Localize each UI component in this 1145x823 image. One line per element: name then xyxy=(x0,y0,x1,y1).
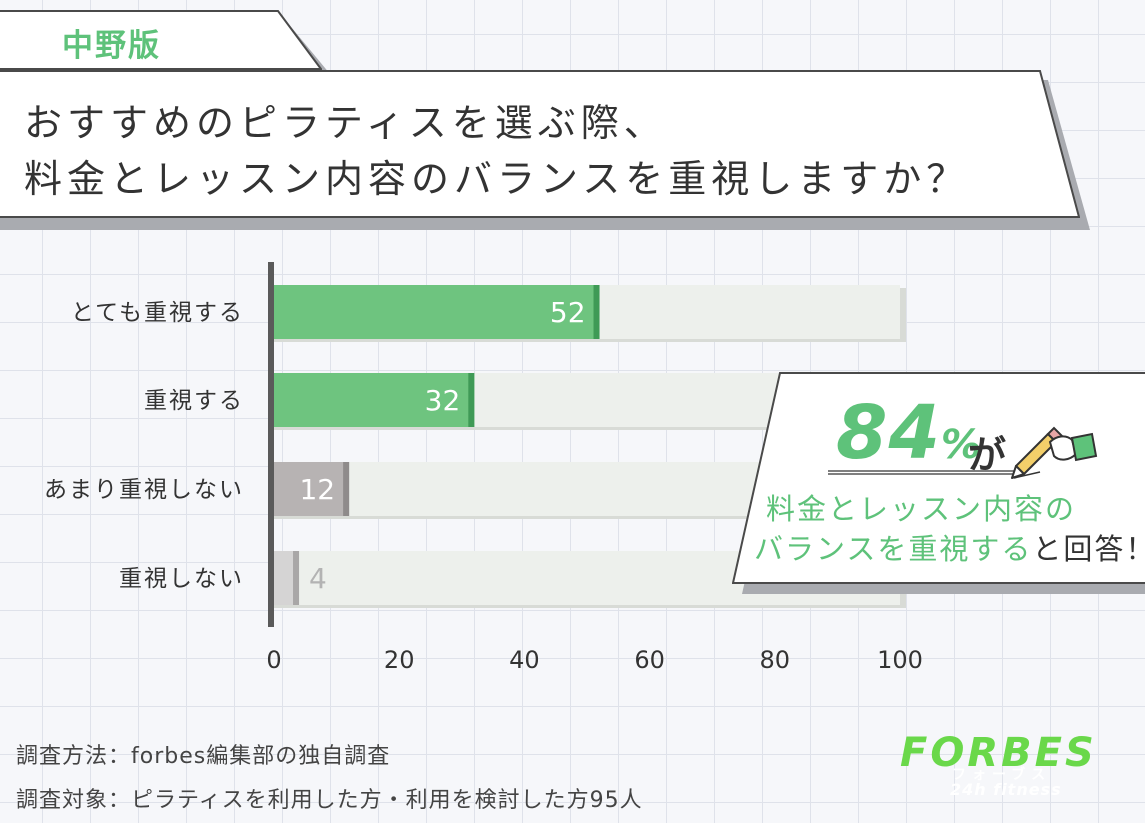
callout-underline xyxy=(828,470,1018,475)
bar-end-cap xyxy=(343,462,350,516)
callout-percent-value: 84 xyxy=(836,390,941,476)
category-label: とても重視する xyxy=(71,300,244,326)
callout-suffix: が xyxy=(968,433,1007,477)
category-label: 重視する xyxy=(144,388,244,414)
bar-3 xyxy=(274,462,350,516)
logo-main-text: FORBES xyxy=(900,730,1097,776)
logo-sub-text: 24h fitness xyxy=(950,780,1062,799)
bar-end-cap xyxy=(468,373,475,427)
x-tick-label: 80 xyxy=(760,646,791,674)
tag-label: 中野版 xyxy=(62,28,161,64)
x-tick-label: 0 xyxy=(266,646,281,674)
title-line-2: 料金とレッスン内容のバランスを重視しますか？ xyxy=(24,157,970,201)
callout-text-line-2: バランスを重視すると回答！ xyxy=(754,526,1145,568)
x-tick-label: 100 xyxy=(877,646,923,674)
callout-percent: 84% xyxy=(836,390,982,476)
callout-text-black: と回答！ xyxy=(1032,532,1145,566)
pencil-hand-icon xyxy=(1011,426,1098,479)
callout-percent-sign: % xyxy=(940,422,983,468)
survey-method-note: 調査方法：forbes編集部の独自調査 xyxy=(16,744,391,769)
bar-value-label: 52 xyxy=(550,296,586,329)
category-label: 重視しない xyxy=(119,566,244,592)
forbes-logo: FORBES フォーブス 24h fitness xyxy=(900,730,1110,802)
category-label: あまり重視しない xyxy=(44,477,244,503)
bar-2 xyxy=(274,373,475,427)
x-tick-label: 60 xyxy=(634,646,665,674)
bar-end-cap xyxy=(593,285,600,339)
bar-1 xyxy=(274,285,600,339)
x-tick-label: 40 xyxy=(509,646,540,674)
bar-value-label: 4 xyxy=(309,562,327,595)
bar-end-cap xyxy=(293,551,300,605)
survey-target-note: 調査対象：ピラティスを利用した方・利用を検討した方95人 xyxy=(16,788,643,813)
title-line-1: おすすめのピラティスを選ぶ際、 xyxy=(24,101,667,145)
callout-text-line-1: 料金とレッスン内容の xyxy=(766,492,1077,526)
x-tick-label: 20 xyxy=(384,646,415,674)
logo-kana-text: フォーブス xyxy=(952,767,1052,783)
callout-text-green: バランスを重視する xyxy=(754,532,1033,566)
bar-value-label: 32 xyxy=(425,384,461,417)
bar-value-label: 12 xyxy=(299,473,335,506)
y-axis-line xyxy=(268,262,274,627)
